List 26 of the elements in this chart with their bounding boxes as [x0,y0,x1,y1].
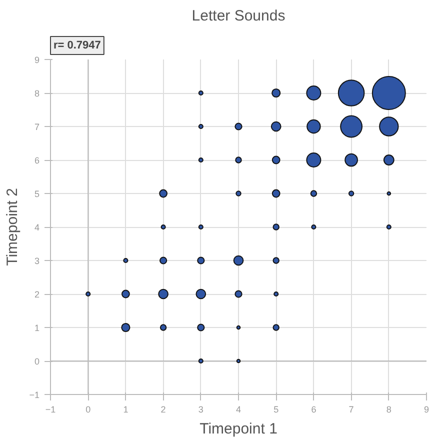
chart-title: Letter Sounds [192,8,286,24]
y-tick-label: 6 [34,156,40,166]
x-axis-title: Timepoint 1 [200,420,278,438]
x-tick-label: 5 [274,404,279,414]
y-tick-label: 7 [34,122,40,132]
x-tick-label: 8 [386,404,392,414]
x-tick-label: −1 [45,404,56,414]
x-tick-label: 2 [160,404,166,414]
x-tick-label: 3 [198,404,204,414]
x-tick-label: 0 [86,404,91,414]
y-tick-label: 0 [34,356,40,366]
x-tick-label: 1 [123,404,128,414]
x-tick-label: 4 [236,404,242,414]
y-tick-label: −1 [29,390,40,400]
x-tick-label: 7 [348,404,354,414]
x-tick-label: 6 [311,404,316,414]
y-axis-title: Timepoint 2 [4,188,22,266]
y-tick-label: 1 [34,323,40,333]
y-tick-label: 2 [34,290,40,300]
x-tick-label: 9 [424,404,430,414]
y-tick-label: 9 [34,55,40,65]
text: r= 0.7947 [54,40,101,52]
y-tick-label: 3 [34,256,40,266]
y-tick-label: 5 [34,189,40,199]
y-tick-label: 8 [34,88,40,98]
y-tick-label: 4 [34,222,40,232]
